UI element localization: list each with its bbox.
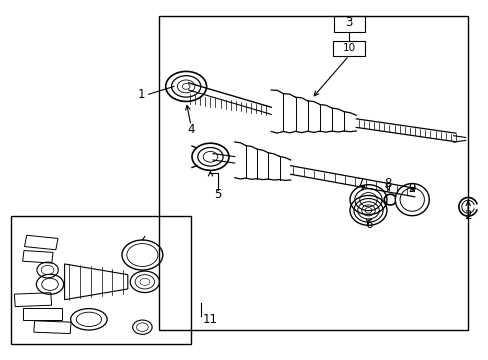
Bar xyxy=(334,16,364,32)
Text: 7: 7 xyxy=(357,177,364,190)
Bar xyxy=(333,41,365,56)
Text: 1: 1 xyxy=(137,88,144,101)
Text: 5: 5 xyxy=(214,188,221,201)
Text: 8: 8 xyxy=(384,177,391,190)
Text: 11: 11 xyxy=(203,313,218,326)
Bar xyxy=(159,16,467,330)
Text: 9: 9 xyxy=(407,183,415,195)
Text: 3: 3 xyxy=(345,16,352,29)
Text: 6: 6 xyxy=(364,218,371,231)
Bar xyxy=(11,216,191,344)
Text: 4: 4 xyxy=(187,123,194,136)
Text: 10: 10 xyxy=(342,43,355,53)
Text: 2: 2 xyxy=(464,209,471,222)
